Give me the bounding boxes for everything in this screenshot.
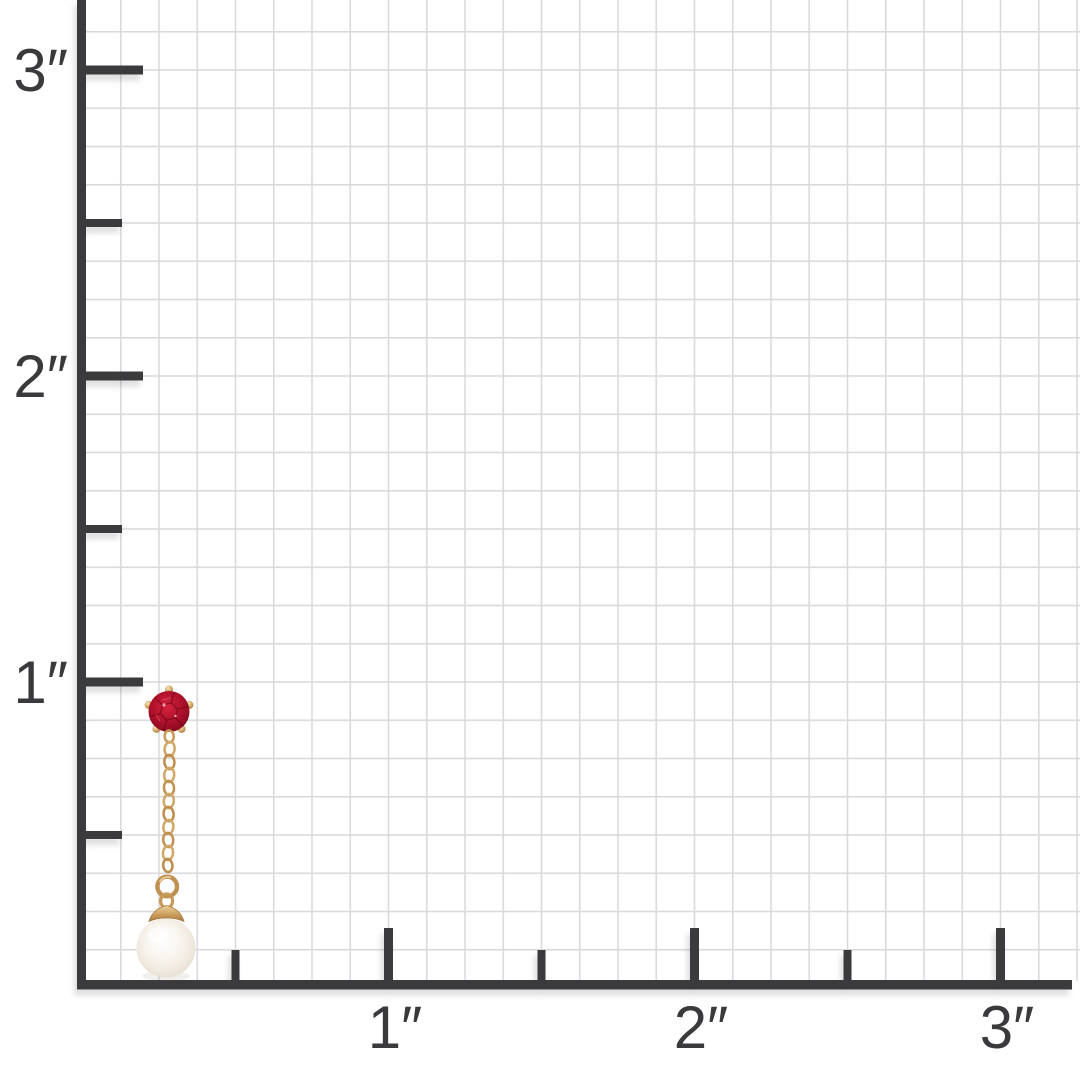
x-minor-tick — [537, 950, 546, 982]
cable-chain — [161, 729, 176, 874]
ruler-axes — [77, 0, 1072, 990]
gemstone-glints — [155, 697, 171, 722]
x-major-tick-2in — [690, 928, 699, 982]
x-tick-label-1: 1″ — [368, 994, 423, 1061]
y-tick-label-3: 3″ — [13, 37, 68, 104]
chain-link — [161, 831, 175, 849]
chain-link — [162, 818, 175, 836]
pearl-highlight — [148, 928, 168, 942]
y-axis-line — [77, 0, 86, 990]
y-minor-tick — [86, 831, 122, 839]
x-major-tick-1in — [384, 928, 393, 982]
gemstone-facets — [149, 692, 189, 731]
y-tick-label-1: 1″ — [13, 649, 68, 716]
bead-cap — [148, 905, 185, 923]
y-major-tick-1in — [86, 677, 143, 687]
x-tick-label-3: 3″ — [980, 994, 1035, 1061]
x-tick-label-2: 2″ — [674, 994, 729, 1061]
x-major-tick-3in — [996, 928, 1005, 982]
jump-ring-highlight — [158, 876, 172, 883]
x-minor-tick — [231, 950, 240, 982]
y-major-tick-2in — [86, 371, 143, 381]
x-minor-tick — [843, 950, 852, 982]
y-major-tick-3in — [86, 65, 143, 75]
grid-paper — [86, 0, 1080, 981]
chain-link — [162, 766, 176, 784]
x-axis-line — [77, 980, 1072, 990]
y-tick-label-2: 2″ — [13, 343, 68, 410]
earring — [136, 685, 196, 981]
chain-link — [163, 740, 176, 758]
chain-link — [161, 857, 174, 874]
y-minor-tick — [86, 525, 122, 533]
chain-link — [162, 792, 176, 810]
gemstone-sparkle — [174, 714, 177, 718]
ruler-labels: 3″ 2″ 1″ 1″ 2″ 3″ — [13, 37, 1034, 1061]
ruby-stud — [144, 685, 194, 733]
pearl — [136, 918, 196, 978]
y-minor-tick — [86, 219, 122, 227]
gemstone-sparkle — [162, 703, 166, 707]
gemstone — [148, 691, 190, 732]
chain-link — [162, 779, 176, 797]
